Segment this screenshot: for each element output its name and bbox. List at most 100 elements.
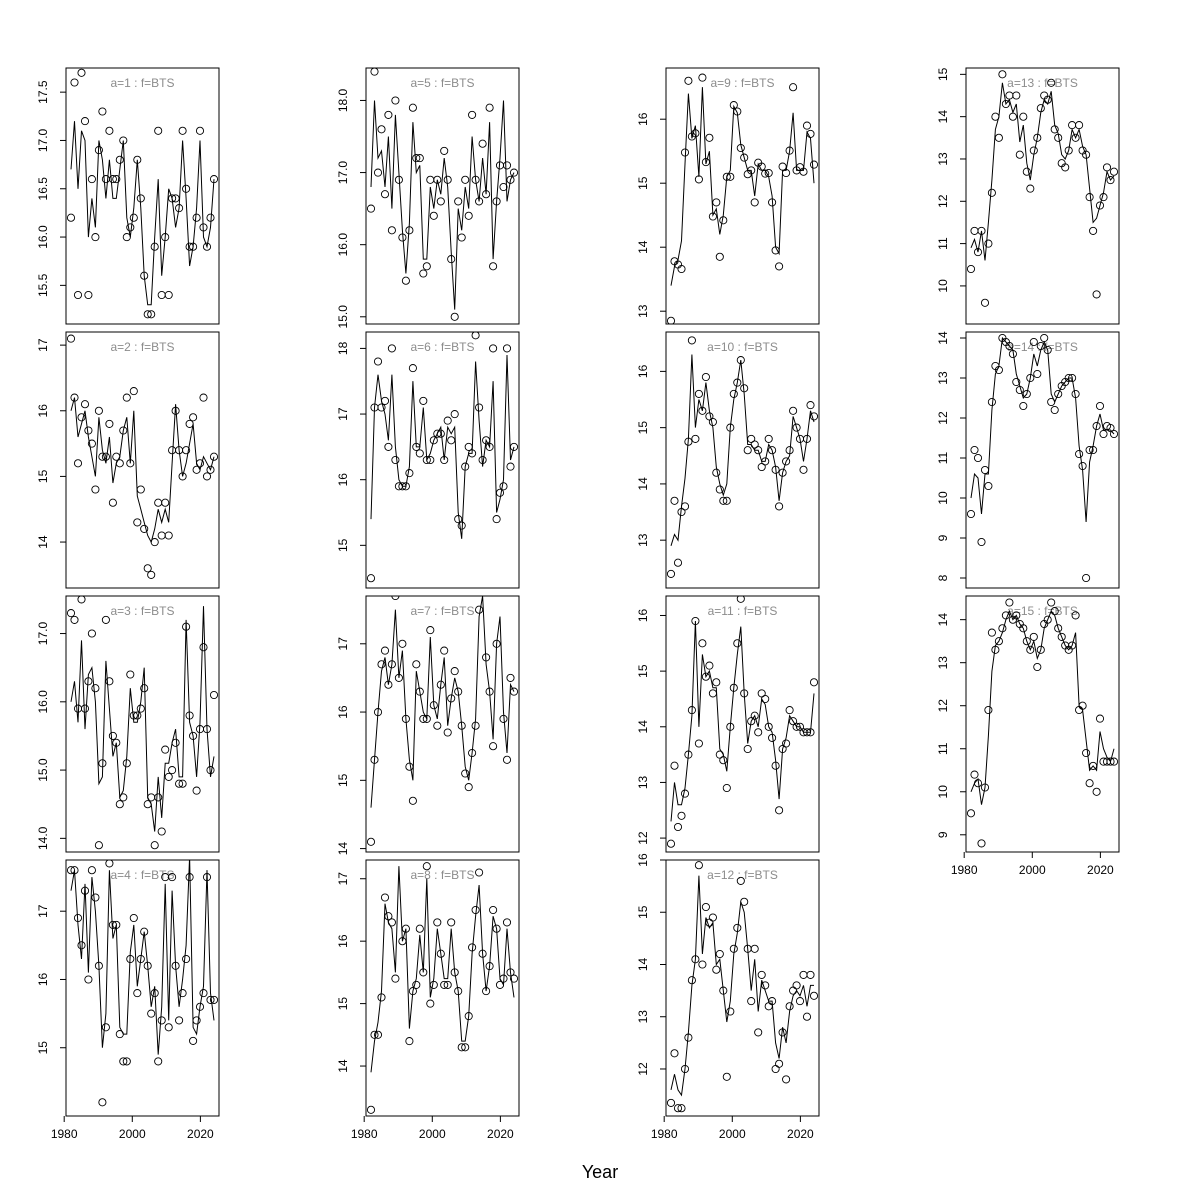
observed-point [206, 995, 215, 1004]
observed-point [87, 439, 96, 448]
observed-point [1022, 389, 1031, 399]
observed-point [447, 436, 456, 445]
observed-point [768, 997, 777, 1006]
observed-point [209, 690, 219, 700]
observed-point [1043, 95, 1052, 104]
observed-point [475, 403, 484, 412]
observed-point [398, 639, 407, 648]
x-tick-label: 2000 [719, 1127, 746, 1141]
observed-point [408, 364, 417, 373]
observed-point [87, 175, 96, 184]
observed-point [785, 1002, 794, 1011]
observed-point [185, 873, 194, 882]
observed-point [419, 968, 428, 977]
observed-point [192, 1016, 201, 1025]
observed-point [475, 197, 484, 206]
panel-a1: 15.5 16.0 16.5 17.0 17.5 a=1 : f=BTS [36, 67, 220, 325]
observed-point [705, 661, 714, 670]
observed-point [115, 1030, 124, 1039]
observed-point [485, 103, 494, 112]
observed-point [199, 989, 208, 998]
observed-point [1071, 611, 1080, 620]
observed-point [775, 502, 784, 511]
y-tick-label: 15 [636, 176, 650, 190]
observed-point [150, 841, 159, 850]
observed-point [719, 216, 728, 225]
observed-point [168, 873, 177, 882]
observed-point [454, 687, 463, 696]
observed-point [670, 496, 679, 505]
observed-point [189, 242, 198, 251]
observed-point [475, 605, 484, 614]
observed-point [415, 687, 424, 696]
observed-point [1061, 163, 1070, 172]
fitted-line [70, 397, 215, 544]
x-tick-label: 2000 [119, 1127, 146, 1141]
observed-point [984, 481, 993, 491]
observed-point [966, 509, 976, 519]
observed-point [119, 1057, 128, 1066]
panel-a7: 14 15 16 17 a=7 : f=BTS [336, 595, 520, 855]
observed-point [694, 861, 703, 870]
observed-point [1015, 385, 1024, 395]
observed-point [66, 866, 76, 875]
observed-point [1085, 193, 1094, 202]
observed-point [84, 975, 93, 984]
observed-point [712, 198, 721, 207]
observed-point [1050, 125, 1059, 134]
observed-point [789, 406, 798, 415]
observed-point [380, 190, 390, 199]
observed-point [468, 943, 477, 952]
observed-point [736, 356, 745, 365]
observed-point [1078, 701, 1087, 710]
observed-point [708, 689, 717, 698]
observed-point [143, 961, 152, 970]
observed-point [464, 783, 473, 792]
observed-point [502, 918, 512, 927]
observed-point [509, 687, 519, 696]
panel-title: a=11 : f=BTS [708, 604, 778, 618]
y-tick-label: 17.0 [36, 622, 50, 646]
observed-point [1099, 429, 1108, 439]
observed-point [506, 673, 515, 682]
y-tick-label: 15 [36, 1041, 50, 1055]
observed-point [712, 965, 721, 974]
observed-point [126, 670, 135, 679]
observed-point [691, 129, 700, 138]
observed-point [1106, 176, 1115, 185]
observed-point [366, 574, 376, 583]
observed-point [147, 570, 156, 579]
panel-title: a=5 : f=BTS [410, 76, 474, 90]
y-tick-label: 17.0 [336, 161, 350, 185]
x-tick-label: 2020 [487, 1127, 514, 1141]
observed-point [722, 1072, 731, 1081]
observed-point [775, 1059, 784, 1068]
observed-point [429, 980, 438, 989]
observed-point [119, 426, 128, 435]
observed-point [182, 622, 191, 631]
observed-point [1050, 607, 1059, 616]
observed-point [809, 160, 819, 169]
observed-point [405, 762, 414, 771]
observed-point [440, 146, 449, 155]
observed-point [771, 465, 780, 474]
observed-point [1095, 201, 1105, 210]
observed-point [792, 722, 801, 731]
observed-point [412, 154, 421, 163]
observed-point [1008, 349, 1017, 359]
observed-point [684, 750, 693, 759]
observed-point [77, 941, 86, 950]
observed-point [433, 918, 442, 927]
observed-point [147, 793, 156, 802]
observed-point [168, 766, 177, 775]
y-tick-label: 12 [636, 1062, 650, 1076]
y-tick-label: 10 [936, 279, 950, 293]
observed-point [966, 809, 976, 818]
observed-point [154, 793, 163, 802]
observed-point [980, 465, 990, 475]
observed-point [143, 800, 152, 809]
y-tick-label: 11 [936, 451, 950, 464]
observed-point [495, 980, 505, 989]
observed-point [143, 564, 152, 573]
observed-point [782, 1075, 791, 1084]
